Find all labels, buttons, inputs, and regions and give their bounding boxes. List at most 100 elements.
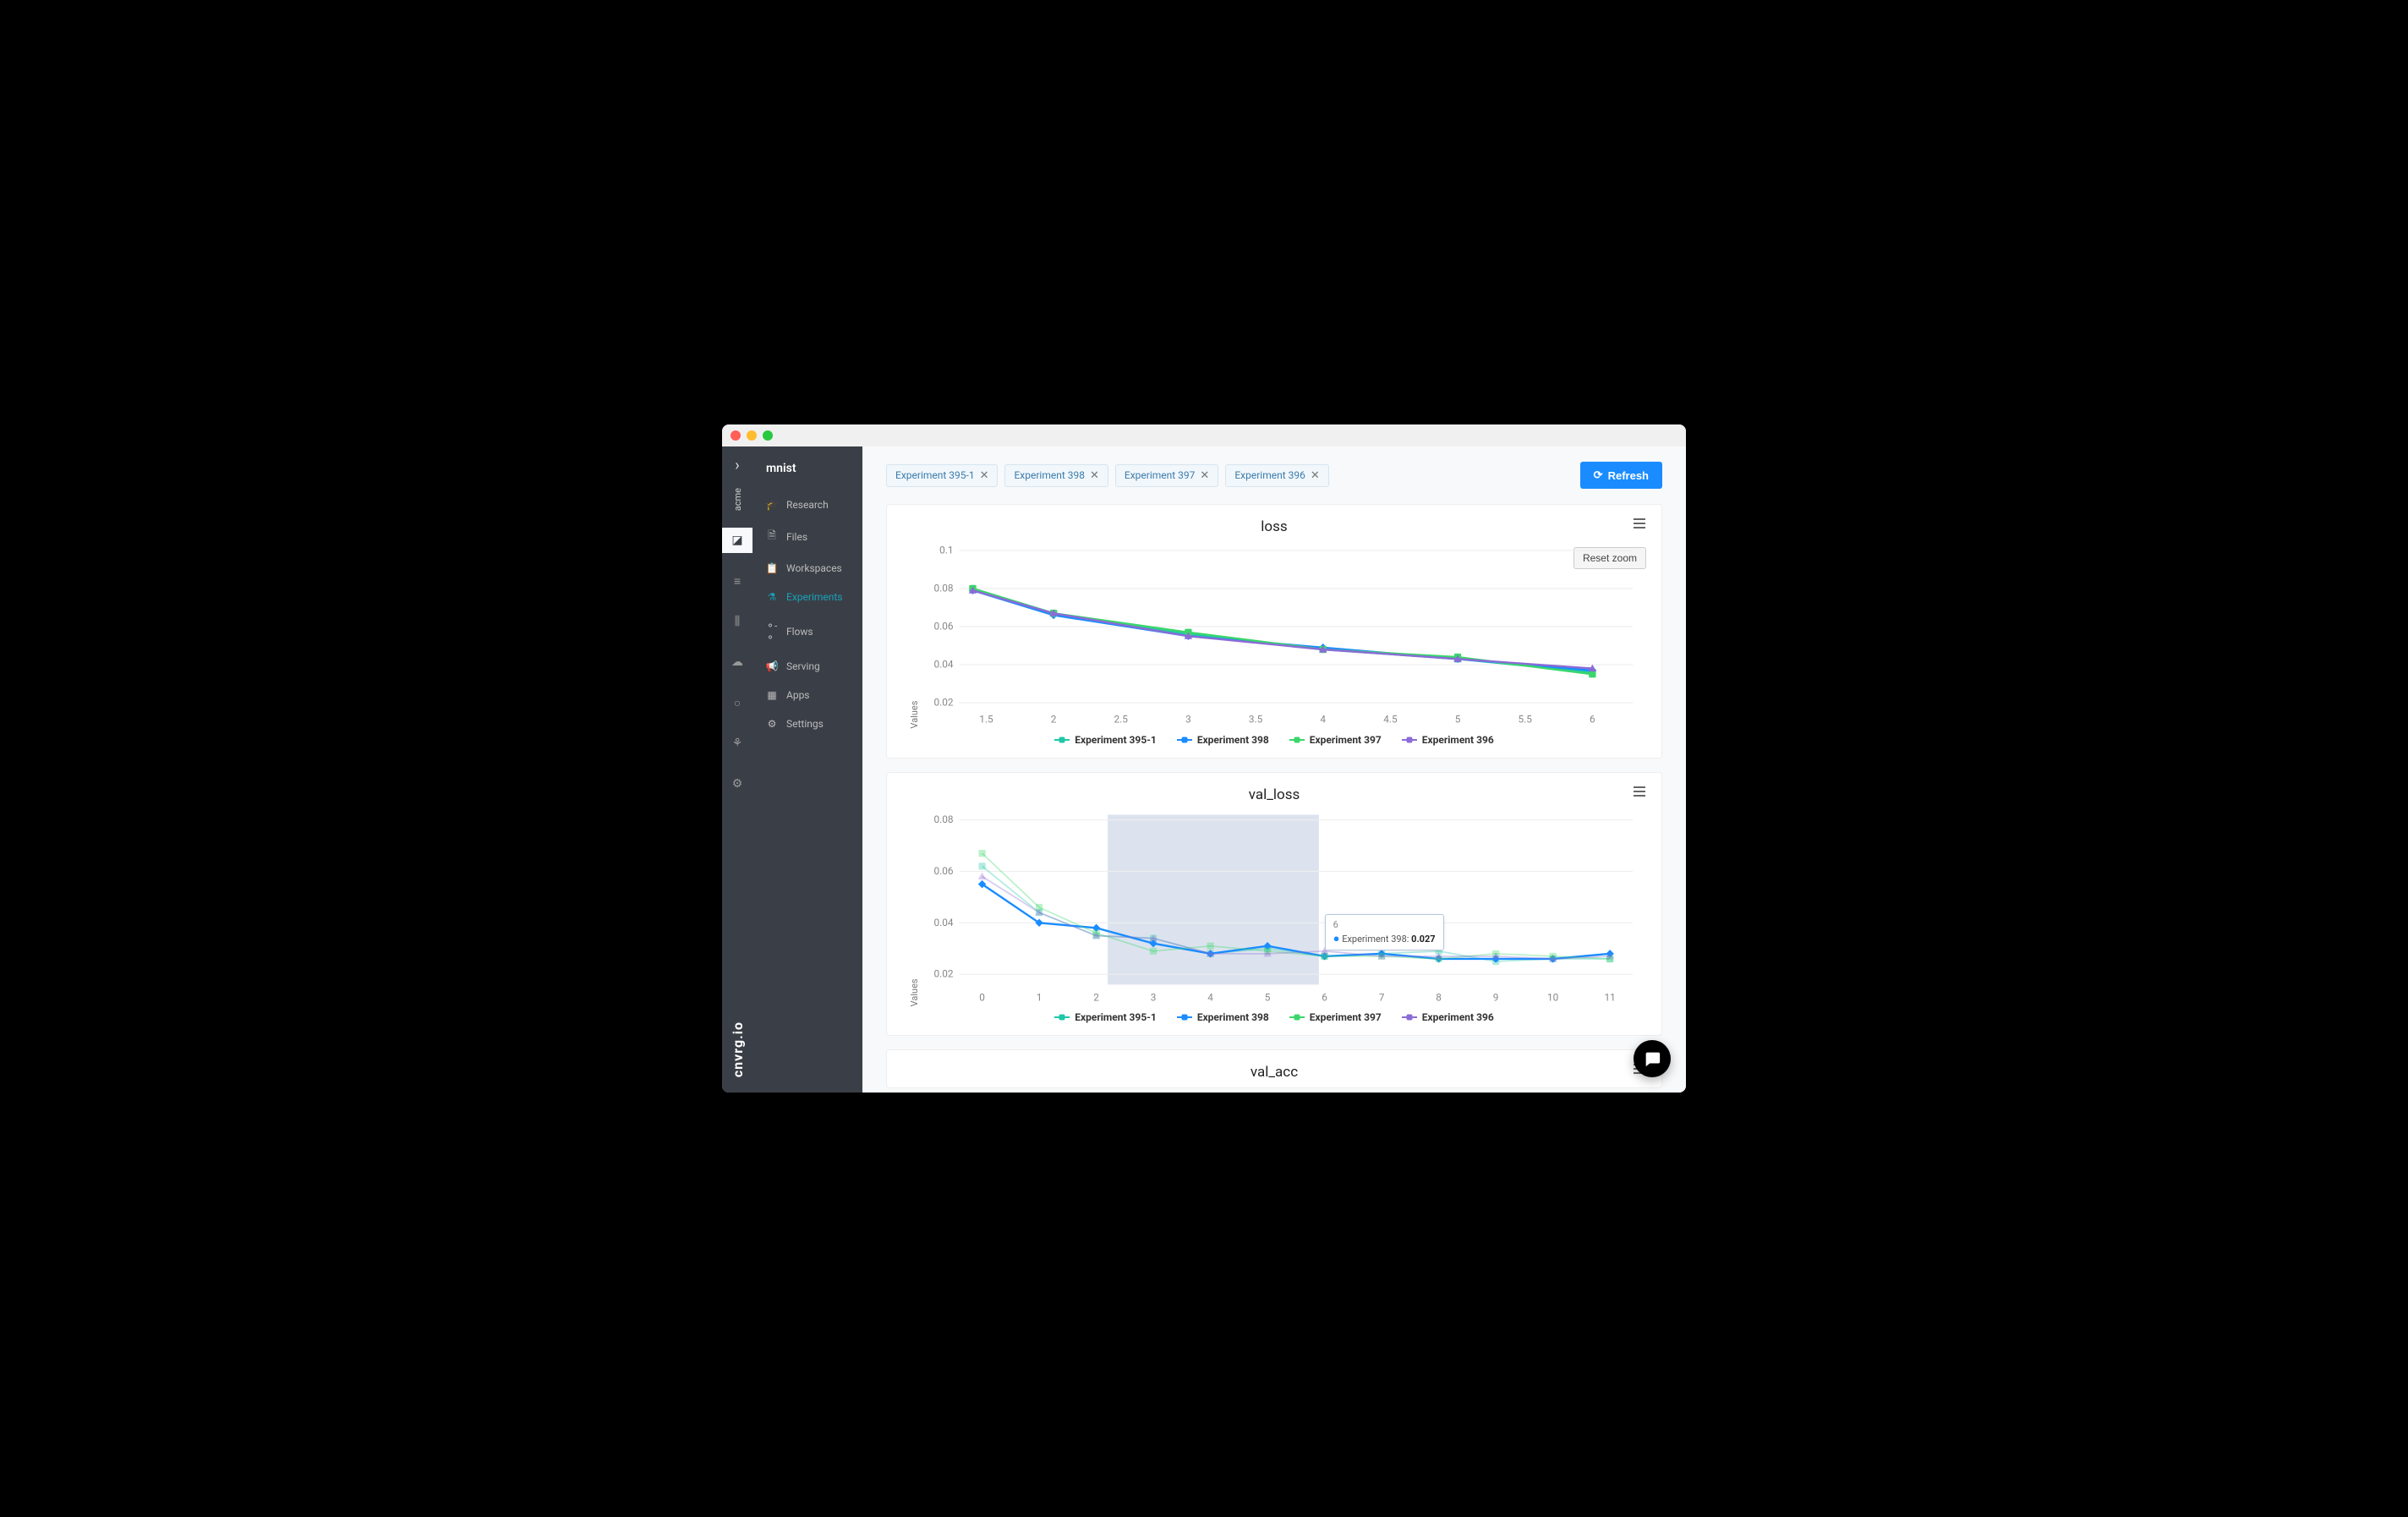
svg-text:3.5: 3.5	[1249, 713, 1263, 725]
sidebar: mnist 🎓Research🗎Files 📋 Workspaces ⚗ Experim…	[752, 446, 862, 1093]
legend-item[interactable]: Experiment 398	[1177, 1011, 1269, 1023]
svg-text:6: 6	[1590, 713, 1595, 725]
tooltip-x: 6	[1333, 919, 1436, 930]
sidebar-item-serving[interactable]: 📢Serving	[752, 652, 862, 681]
legend-label: Experiment 398	[1197, 734, 1269, 746]
chart-legend: Experiment 395-1 Experiment 398 Experiment…	[906, 1011, 1643, 1023]
svg-text:0.08: 0.08	[933, 583, 953, 594]
experiment-chip[interactable]: Experiment 398 ✕	[1004, 464, 1108, 487]
svg-text:0.04: 0.04	[933, 659, 953, 671]
refresh-button[interactable]: ⟳ Refresh	[1580, 462, 1662, 489]
close-window-icon[interactable]	[731, 430, 741, 441]
rail-icon-storage[interactable]: ○	[722, 690, 752, 715]
legend-swatch-icon	[1402, 1016, 1417, 1018]
sidebar-item-label: Experiments	[786, 591, 843, 603]
sidebar-item-settings[interactable]: ⚙Settings	[752, 709, 862, 738]
rail-icon-library[interactable]: ⫼	[722, 609, 752, 634]
legend-swatch-icon	[1289, 1016, 1305, 1018]
chip-remove-icon[interactable]: ✕	[1090, 469, 1099, 482]
svg-text:5: 5	[1265, 991, 1271, 1003]
legend-item[interactable]: Experiment 395-1	[1054, 734, 1157, 746]
legend-swatch-icon	[1054, 739, 1070, 741]
sidebar-item-flows[interactable]: ⚬-⚬Flows	[752, 611, 862, 652]
rail-icon-projects[interactable]: ◪	[722, 528, 752, 553]
svg-text:5: 5	[1455, 713, 1461, 725]
window-titlebar	[722, 424, 1686, 446]
chip-label: Experiment 395-1	[895, 469, 975, 481]
sidebar-item-experiments[interactable]: ⚗ Experiments	[752, 583, 862, 611]
experiment-chips: Experiment 395-1✕Experiment 398✕Experime…	[886, 464, 1329, 487]
experiment-chip[interactable]: Experiment 395-1 ✕	[886, 464, 998, 487]
legend-item[interactable]: Experiment 397	[1289, 734, 1382, 746]
chart-legend: Experiment 395-1 Experiment 398 Experiment…	[906, 734, 1643, 746]
svg-text:3: 3	[1185, 713, 1191, 725]
legend-item[interactable]: Experiment 396	[1402, 734, 1494, 746]
svg-text:7: 7	[1379, 991, 1385, 1003]
legend-label: Experiment 396	[1422, 1011, 1494, 1023]
legend-item[interactable]: Experiment 396	[1402, 1011, 1494, 1023]
sidebar-item-files[interactable]: 🗎Files	[752, 519, 862, 554]
svg-text:1.5: 1.5	[979, 713, 993, 725]
sidebar-item-label: Apps	[786, 689, 810, 701]
legend-item[interactable]: Experiment 395-1	[1054, 1011, 1157, 1023]
tooltip-dot-icon: ●	[1333, 933, 1340, 945]
experiment-chip[interactable]: Experiment 397✕	[1115, 464, 1218, 487]
rail-icon-settings[interactable]: ⚙	[722, 771, 752, 797]
legend-label: Experiment 397	[1310, 1011, 1382, 1023]
sidebar-item-research[interactable]: 🎓Research	[752, 490, 862, 519]
chart-menu-icon[interactable]	[1633, 785, 1646, 801]
left-rail: › acme ◪ ≡ ⫼ ☁ ○ ⚘ ⚙ cnvrg.io	[722, 446, 752, 1093]
sidebar-item-label: Workspaces	[786, 562, 842, 574]
svg-text:0.02: 0.02	[933, 697, 953, 709]
serve-icon: 📢	[766, 660, 778, 672]
main-content: Experiment 395-1✕Experiment 398✕Experime…	[862, 446, 1686, 1093]
chip-label: Experiment 398	[1014, 469, 1085, 481]
chat-widget[interactable]	[1634, 1040, 1671, 1077]
svg-text:1: 1	[1037, 991, 1043, 1003]
org-name[interactable]: acme	[732, 488, 743, 511]
experiment-chip[interactable]: Experiment 396✕	[1225, 464, 1328, 487]
legend-item[interactable]: Experiment 397	[1289, 1011, 1382, 1023]
svg-text:0.04: 0.04	[933, 916, 953, 928]
legend-label: Experiment 395-1	[1075, 734, 1157, 746]
chart-plot-val-loss[interactable]: 0.020.040.060.0801234567891011 6 ● Exper…	[923, 807, 1643, 1006]
collapse-rail-icon[interactable]: ›	[735, 457, 739, 474]
svg-text:11: 11	[1605, 991, 1616, 1003]
chart-plot-loss[interactable]: 0.020.040.060.080.11.522.533.544.555.56	[923, 539, 1643, 729]
y-axis-label: Values	[906, 539, 923, 729]
maximize-window-icon[interactable]	[763, 430, 773, 441]
svg-text:0.1: 0.1	[939, 545, 953, 556]
refresh-label: Refresh	[1608, 469, 1649, 482]
sidebar-item-label: Flows	[786, 626, 813, 638]
chart-card-loss: loss Reset zoom Values 0.020.040.060.080…	[886, 504, 1662, 758]
chart-title: val_loss	[906, 786, 1643, 803]
minimize-window-icon[interactable]	[747, 430, 757, 441]
svg-text:4.5: 4.5	[1383, 713, 1398, 725]
rail-icon-users[interactable]: ⚘	[722, 731, 752, 756]
flask-icon: ⚗	[766, 591, 778, 603]
sidebar-item-workspaces[interactable]: 📋 Workspaces	[752, 554, 862, 583]
chip-remove-icon[interactable]: ✕	[1200, 469, 1209, 482]
project-title: mnist	[752, 462, 862, 490]
legend-swatch-icon	[1402, 739, 1417, 741]
svg-text:10: 10	[1547, 991, 1558, 1003]
legend-swatch-icon	[1177, 739, 1192, 741]
rail-icon-datasets[interactable]: ≡	[722, 568, 752, 594]
svg-text:2: 2	[1093, 991, 1099, 1003]
sidebar-item-apps[interactable]: ▦Apps	[752, 681, 862, 709]
clipboard-icon: 📋	[766, 562, 778, 574]
svg-text:0.02: 0.02	[933, 967, 953, 979]
chip-remove-icon[interactable]: ✕	[1311, 469, 1320, 482]
chip-remove-icon[interactable]: ✕	[980, 469, 989, 482]
legend-item[interactable]: Experiment 398	[1177, 734, 1269, 746]
graduation-icon: 🎓	[766, 499, 778, 511]
chart-title: loss	[906, 518, 1643, 535]
chart-tooltip: 6 ● Experiment 398: 0.027	[1325, 914, 1444, 950]
svg-text:0: 0	[979, 991, 985, 1003]
rail-icon-compute[interactable]: ☁	[722, 649, 752, 675]
legend-label: Experiment 397	[1310, 734, 1382, 746]
tooltip-series: Experiment 398	[1342, 934, 1407, 945]
legend-label: Experiment 396	[1422, 734, 1494, 746]
chart-menu-icon[interactable]	[1633, 517, 1646, 533]
svg-text:5.5: 5.5	[1519, 713, 1533, 725]
